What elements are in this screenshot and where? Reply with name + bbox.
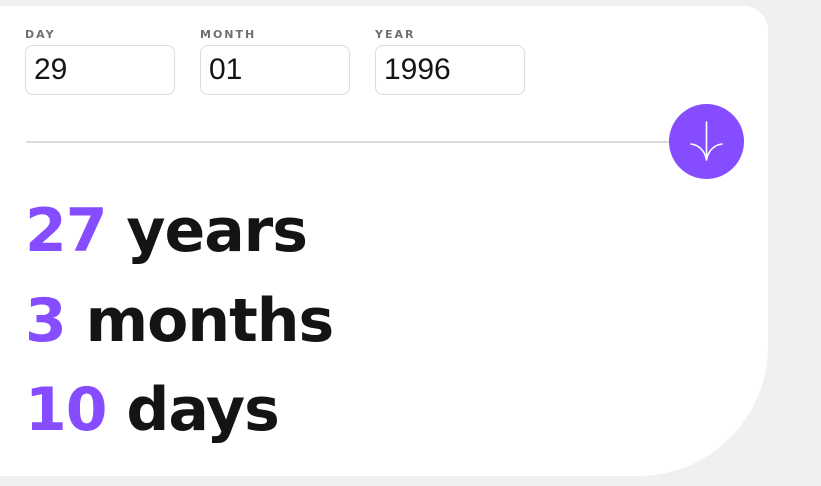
day-input[interactable] bbox=[25, 45, 175, 95]
divider-line bbox=[26, 141, 698, 143]
months-value: 3 bbox=[25, 286, 67, 356]
result-months: 3 months bbox=[25, 286, 335, 356]
day-label: DAY bbox=[25, 28, 56, 41]
years-value: 27 bbox=[25, 196, 107, 266]
year-field-group: YEAR bbox=[375, 28, 525, 95]
month-input[interactable] bbox=[200, 45, 350, 95]
days-unit: days bbox=[126, 375, 279, 445]
years-unit: years bbox=[126, 196, 308, 266]
months-unit: months bbox=[85, 286, 335, 356]
result-days: 10 days bbox=[25, 375, 280, 445]
year-input[interactable] bbox=[375, 45, 525, 95]
day-field-group: DAY bbox=[25, 28, 175, 95]
result-years: 27 years bbox=[25, 196, 308, 266]
arrow-down-icon bbox=[690, 121, 723, 161]
days-value: 10 bbox=[25, 375, 107, 445]
year-label: YEAR bbox=[375, 28, 416, 41]
age-calculator-card: DAY MONTH YEAR 27 years 3 months 10 days bbox=[0, 6, 768, 476]
submit-button[interactable] bbox=[669, 104, 744, 179]
month-field-group: MONTH bbox=[200, 28, 350, 95]
month-label: MONTH bbox=[200, 28, 257, 41]
